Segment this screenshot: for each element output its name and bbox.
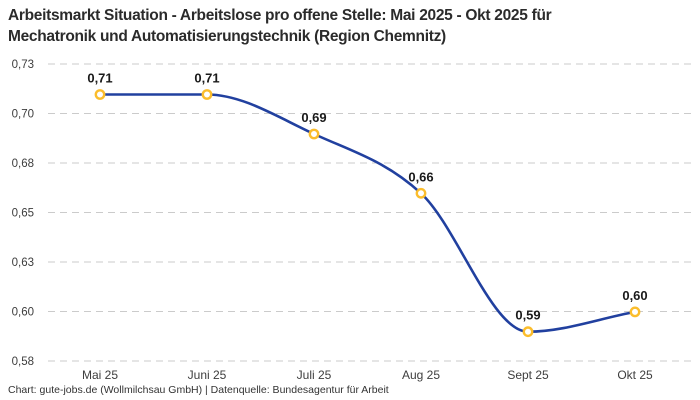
- x-tick-label: Mai 25: [82, 368, 118, 382]
- trend-line: [98, 93, 637, 333]
- chart-title-line-1: Arbeitsmarkt Situation - Arbeitslose pro…: [8, 7, 552, 24]
- data-point-marker: [308, 128, 320, 140]
- data-point-label: 0,60: [622, 288, 647, 303]
- x-tick-label: Sept 25: [507, 368, 549, 382]
- y-tick-label: 0,68: [12, 158, 34, 170]
- chart-attribution: Chart: gute-jobs.de (Wollmilchsau GmbH) …: [8, 384, 389, 396]
- data-point-marker: [94, 89, 106, 100]
- data-point-label: 0,71: [87, 71, 112, 86]
- data-point-label: 0,71: [194, 71, 219, 86]
- x-tick-label: Juli 25: [297, 368, 332, 382]
- data-point-marker: [629, 306, 641, 318]
- y-tick-label: 0,63: [12, 257, 34, 269]
- y-tick-label: 0,73: [12, 59, 34, 71]
- data-point-marker: [415, 187, 427, 199]
- data-point-marker: [201, 89, 213, 100]
- data-point-label: 0,69: [301, 110, 326, 125]
- y-tick-label: 0,65: [12, 208, 34, 220]
- y-tick-label: 0,70: [12, 109, 34, 121]
- x-tick-label: Okt 25: [617, 368, 653, 382]
- data-point-marker: [522, 326, 534, 338]
- data-point-label: 0,59: [515, 308, 540, 323]
- x-tick-label: Juni 25: [188, 368, 227, 382]
- chart-title: Arbeitsmarkt Situation - Arbeitslose pro…: [8, 5, 552, 47]
- x-tick-label: Aug 25: [402, 368, 440, 382]
- y-tick-label: 0,58: [12, 356, 34, 368]
- y-tick-label: 0,60: [12, 307, 34, 319]
- chart-title-line-2: Mechatronik und Automatisierungstechnik …: [8, 28, 446, 45]
- data-point-label: 0,66: [408, 169, 433, 184]
